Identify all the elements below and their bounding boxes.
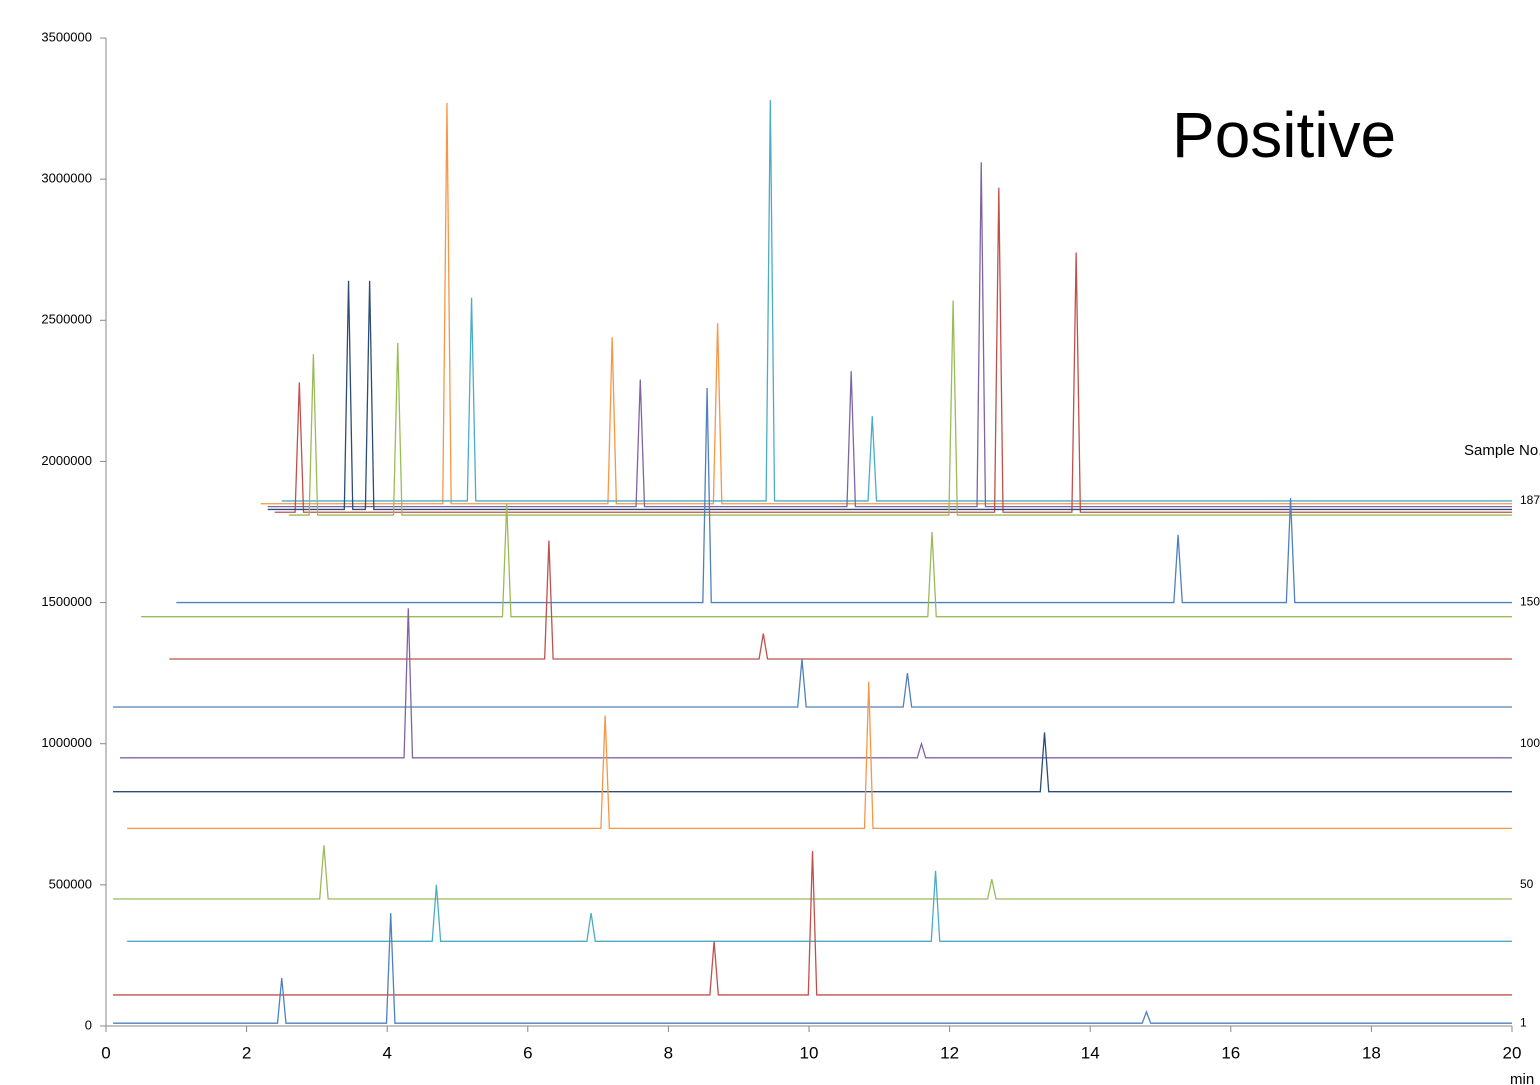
y-tick-label: 0 [85, 1017, 92, 1032]
sample-label: 187 [1520, 493, 1540, 507]
x-tick-label: 14 [1081, 1043, 1100, 1062]
trace [267, 162, 1512, 508]
trace [113, 658, 1512, 708]
sample-label: 1 [1520, 1015, 1527, 1029]
y-tick-label: 3500000 [41, 29, 92, 44]
trace [113, 845, 1512, 900]
trace [260, 102, 1512, 505]
annotation: Sample No. [1464, 442, 1540, 459]
x-tick-label: 10 [800, 1043, 819, 1062]
y-tick-label: 1500000 [41, 594, 92, 609]
y-tick-label: 500000 [49, 876, 92, 891]
trace [281, 100, 1512, 502]
trace [113, 913, 1512, 1024]
trace [127, 870, 1512, 942]
x-tick-label: 0 [101, 1043, 110, 1062]
y-tick-label: 2000000 [41, 453, 92, 468]
chart-title: Positive [1172, 99, 1396, 171]
y-tick-label: 3000000 [41, 171, 92, 186]
x-tick-label: 4 [382, 1043, 391, 1062]
x-axis-label: min [1510, 1071, 1534, 1085]
x-tick-label: 20 [1503, 1043, 1522, 1062]
trace [288, 300, 1512, 516]
trace [141, 503, 1512, 618]
sample-label: 100 [1520, 736, 1540, 750]
trace [113, 732, 1512, 793]
trace [127, 681, 1512, 830]
trace [274, 187, 1512, 513]
x-tick-label: 12 [940, 1043, 959, 1062]
trace [120, 608, 1512, 759]
trace [267, 280, 1512, 511]
x-tick-label: 6 [523, 1043, 532, 1062]
x-tick-label: 16 [1221, 1043, 1240, 1062]
sample-label: 50 [1520, 877, 1534, 891]
y-tick-label: 2500000 [41, 312, 92, 327]
trace [169, 540, 1512, 660]
trace [113, 850, 1512, 996]
y-tick-label: 1000000 [41, 735, 92, 750]
trace [176, 388, 1512, 604]
x-tick-label: 18 [1362, 1043, 1381, 1062]
x-tick-label: 8 [664, 1043, 673, 1062]
x-tick-label: 2 [242, 1043, 251, 1062]
sample-label: 150 [1520, 595, 1540, 609]
